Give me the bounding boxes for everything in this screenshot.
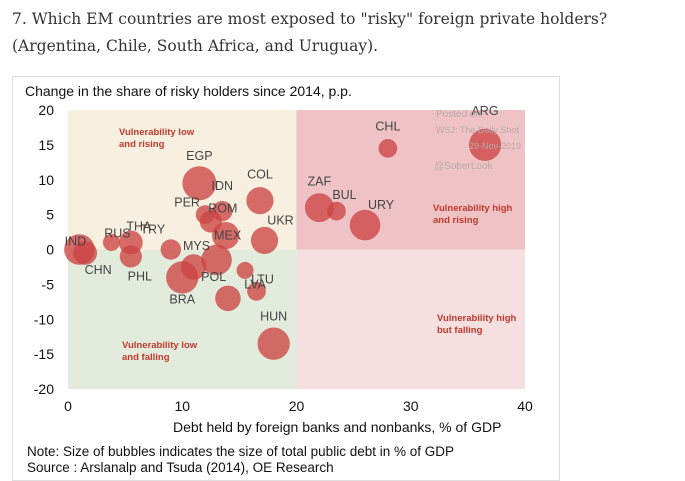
bubble-label-idn: IDN — [211, 179, 233, 193]
quadrant-label-top-right: Vulnerability high and rising — [433, 203, 513, 226]
y-tick-label: 20 — [38, 102, 54, 118]
y-tick-label: -10 — [34, 311, 54, 327]
bubble-chart: Vulnerability low and rising Vulnerability… — [25, 83, 533, 435]
x-tick-label: 40 — [517, 398, 533, 414]
bubble-label-hun: HUN — [260, 310, 287, 324]
bubble-bul — [327, 201, 346, 221]
bubble-size-note: Note: Size of bubbles indicates the size… — [27, 444, 454, 459]
quadrant-top-left — [68, 110, 297, 250]
chart-title: Change in the share of risky holders sin… — [25, 83, 352, 99]
bubble-chn — [73, 241, 98, 265]
x-tick-label: 10 — [174, 398, 190, 414]
bubble-label-arg: ARG — [471, 104, 498, 118]
watermark-line-3: 29-Nov-2019 — [469, 141, 521, 151]
bubble-label-lva: LVA — [244, 277, 266, 291]
bubble-mex — [212, 221, 240, 250]
quadrant-bottom-right — [296, 249, 525, 389]
bubble-label-ukr: UKR — [267, 213, 293, 227]
y-tick-label: 5 — [46, 207, 54, 223]
bubble-label-chl: CHL — [375, 119, 400, 133]
bubble-phl — [119, 245, 142, 268]
bubble-label-chn: CHN — [85, 263, 112, 277]
bubble-label-mys: MYS — [183, 239, 210, 253]
watermark-line-4: @SoberLook — [434, 161, 494, 172]
y-tick-label: 15 — [38, 137, 54, 153]
bubble-col — [246, 187, 274, 215]
bubble-unlabeled-24 — [215, 285, 241, 312]
bubble-egp — [182, 166, 217, 201]
y-tick-label: 10 — [38, 172, 54, 188]
bubble-label-egp: EGP — [186, 149, 212, 163]
bubble-label-pol: POL — [201, 270, 226, 284]
y-tick-label: -20 — [34, 381, 54, 397]
bubble-lva — [236, 261, 254, 279]
x-tick-label: 20 — [289, 398, 305, 414]
bubble-label-mex: MEX — [214, 229, 242, 243]
x-axis-label: Debt held by foreign banks and nonbanks,… — [173, 419, 501, 435]
bubble-ukr — [250, 226, 279, 255]
bubble-label-rus: RUS — [104, 227, 130, 241]
bubble-label-try: TRY — [140, 223, 165, 237]
bubble-arg — [468, 128, 502, 162]
bubble-label-rom: ROM — [208, 202, 237, 216]
bubble-hun — [257, 327, 290, 360]
y-tick-label: 0 — [46, 242, 54, 258]
quadrant-label-top-left: Vulnerability low and rising — [119, 127, 195, 150]
bubble-chl — [378, 139, 398, 158]
bubble-label-ind: IND — [65, 235, 87, 249]
watermark-line-1: Posted on — [436, 109, 481, 120]
y-tick-label: -15 — [34, 346, 54, 362]
bubble-rus — [102, 234, 120, 252]
x-tick-label: 0 — [64, 398, 72, 414]
quadrant-label-bottom-left: Vulnerability low and falling — [122, 340, 198, 363]
bubble-label-ury: URY — [368, 198, 395, 212]
bubble-mys — [201, 244, 232, 276]
bubble-label-zaf: ZAF — [308, 175, 332, 189]
bubble-label-bul: BUL — [332, 188, 356, 202]
bubble-label-tha: THA — [126, 220, 152, 234]
bubble-try — [160, 239, 182, 260]
bubble-bra — [166, 261, 199, 294]
watermark-line-2: WSJ: The Daily Shot — [436, 125, 519, 135]
y-tick-label: -5 — [42, 276, 55, 292]
bubble-ltu — [247, 282, 266, 301]
bubble-ury — [349, 209, 381, 241]
quadrant-label-bottom-right: Vulnerability high but falling — [437, 313, 517, 336]
watermark: Posted on WSJ: The Daily Shot 29-Nov-201… — [434, 109, 521, 172]
bubble-label-per: PER — [174, 196, 200, 210]
bubble-label-ltu: LTU — [251, 272, 274, 286]
x-tick-label: 30 — [403, 398, 419, 414]
chart-container: Vulnerability low and rising Vulnerability… — [12, 76, 560, 481]
bubble-zaf — [304, 193, 334, 223]
bubble-label-bra: BRA — [169, 292, 195, 306]
article-heading: 7. Which EM countries are most exposed t… — [12, 10, 608, 55]
source-note: Source : Arslanalp and Tsuda (2014), OE … — [27, 460, 334, 475]
bubble-label-col: COL — [247, 168, 273, 182]
bubble-label-phl: PHL — [128, 269, 152, 283]
